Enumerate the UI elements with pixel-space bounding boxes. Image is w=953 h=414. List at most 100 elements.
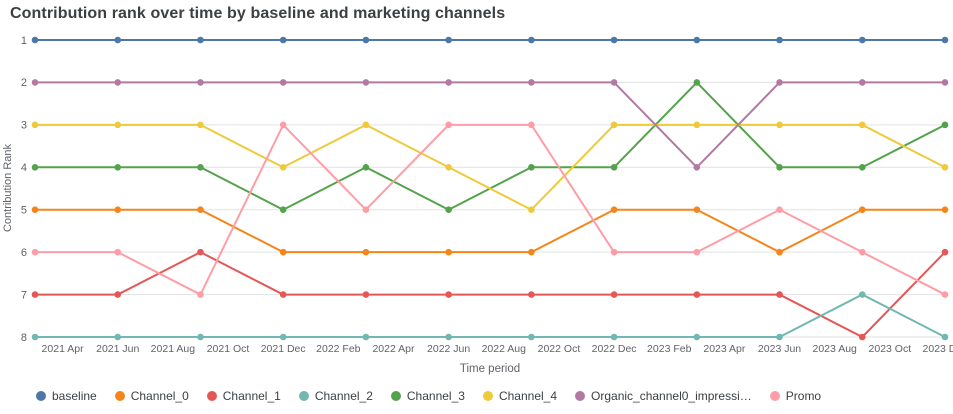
legend-item-channel-4[interactable]: Channel_4 — [482, 389, 557, 403]
series-point-channel-3-6[interactable] — [528, 163, 535, 171]
series-point-channel-3-5[interactable] — [445, 206, 452, 214]
series-point-channel-0-10[interactable] — [858, 206, 866, 214]
series-point-channel-3-8[interactable] — [693, 79, 701, 86]
series-point-baseline-3[interactable] — [279, 36, 287, 44]
series-point-channel-4-9[interactable] — [776, 121, 783, 129]
series-point-promo-2[interactable] — [197, 291, 204, 298]
series-point-channel-3-4[interactable] — [362, 163, 370, 171]
series-point-channel-3-1[interactable] — [114, 163, 122, 171]
series-point-channel-1-11[interactable] — [941, 248, 949, 256]
series-point-organic-channel0-impressi-6[interactable] — [528, 79, 535, 86]
series-point-baseline-5[interactable] — [445, 36, 452, 44]
series-point-channel-4-5[interactable] — [445, 163, 452, 171]
series-point-baseline-8[interactable] — [693, 36, 701, 44]
series-point-channel-3-11[interactable] — [941, 121, 949, 129]
series-point-organic-channel0-impressi-8[interactable] — [693, 163, 701, 171]
series-point-promo-7[interactable] — [610, 248, 618, 256]
series-point-promo-5[interactable] — [445, 121, 452, 129]
legend-item-channel-0[interactable]: Channel_0 — [114, 389, 189, 403]
series-point-organic-channel0-impressi-0[interactable] — [31, 79, 39, 86]
series-point-channel-4-2[interactable] — [197, 121, 204, 129]
series-point-organic-channel0-impressi-2[interactable] — [197, 79, 204, 86]
series-point-channel-0-4[interactable] — [362, 248, 370, 256]
series-point-channel-4-7[interactable] — [610, 121, 618, 129]
series-point-channel-4-4[interactable] — [362, 121, 370, 129]
series-point-baseline-4[interactable] — [362, 36, 370, 44]
series-point-baseline-7[interactable] — [610, 36, 618, 44]
series-point-channel-3-7[interactable] — [610, 163, 618, 171]
series-point-promo-6[interactable] — [528, 121, 535, 129]
series-point-channel-2-0[interactable] — [31, 333, 39, 341]
series-point-channel-0-11[interactable] — [941, 206, 949, 214]
series-point-channel-0-0[interactable] — [31, 206, 39, 214]
series-point-channel-2-8[interactable] — [693, 333, 701, 341]
series-point-promo-9[interactable] — [776, 206, 783, 214]
series-point-channel-1-10[interactable] — [858, 333, 866, 341]
series-point-channel-4-3[interactable] — [279, 163, 287, 171]
series-point-channel-3-3[interactable] — [279, 206, 287, 214]
series-point-organic-channel0-impressi-7[interactable] — [610, 79, 618, 86]
legend-item-promo[interactable]: Promo — [769, 389, 821, 403]
series-point-channel-1-3[interactable] — [279, 291, 287, 298]
series-point-channel-0-9[interactable] — [776, 248, 783, 256]
series-point-baseline-1[interactable] — [114, 36, 122, 44]
legend-item-organic-channel0-impressi[interactable]: Organic_channel0_impressi… — [575, 389, 752, 403]
legend-item-channel-1[interactable]: Channel_1 — [206, 389, 281, 403]
series-point-channel-1-9[interactable] — [776, 291, 783, 298]
series-point-baseline-6[interactable] — [528, 36, 535, 44]
series-point-channel-1-6[interactable] — [528, 291, 535, 298]
series-point-promo-0[interactable] — [31, 248, 39, 256]
series-point-baseline-0[interactable] — [31, 36, 39, 44]
series-point-channel-2-2[interactable] — [197, 333, 204, 341]
series-point-channel-2-10[interactable] — [858, 291, 866, 298]
series-point-promo-1[interactable] — [114, 248, 122, 256]
series-point-channel-3-2[interactable] — [197, 163, 204, 171]
series-point-channel-0-6[interactable] — [528, 248, 535, 256]
series-point-organic-channel0-impressi-9[interactable] — [776, 79, 783, 86]
series-point-promo-10[interactable] — [858, 248, 866, 256]
series-point-channel-0-8[interactable] — [693, 206, 701, 214]
series-point-organic-channel0-impressi-3[interactable] — [279, 79, 287, 86]
series-point-channel-2-1[interactable] — [114, 333, 122, 341]
series-point-channel-2-6[interactable] — [528, 333, 535, 341]
series-point-channel-3-0[interactable] — [31, 163, 39, 171]
legend-item-channel-3[interactable]: Channel_3 — [390, 389, 465, 403]
series-point-channel-2-5[interactable] — [445, 333, 452, 341]
series-point-channel-0-2[interactable] — [197, 206, 204, 214]
series-point-channel-1-4[interactable] — [362, 291, 370, 298]
series-point-channel-4-0[interactable] — [31, 121, 39, 129]
legend-item-baseline[interactable]: baseline — [36, 389, 97, 403]
series-point-channel-2-4[interactable] — [362, 333, 370, 341]
series-point-promo-3[interactable] — [279, 121, 287, 129]
series-point-channel-2-7[interactable] — [610, 333, 618, 341]
series-point-channel-2-9[interactable] — [776, 333, 783, 341]
series-point-channel-2-11[interactable] — [941, 333, 949, 341]
series-point-organic-channel0-impressi-1[interactable] — [114, 79, 122, 86]
series-point-promo-11[interactable] — [941, 291, 949, 298]
series-point-channel-0-7[interactable] — [610, 206, 618, 214]
series-point-baseline-11[interactable] — [941, 36, 949, 44]
series-point-channel-4-11[interactable] — [941, 163, 949, 171]
series-point-organic-channel0-impressi-10[interactable] — [858, 79, 866, 86]
series-point-channel-4-6[interactable] — [528, 206, 535, 214]
series-point-channel-1-1[interactable] — [114, 291, 122, 298]
series-point-organic-channel0-impressi-11[interactable] — [941, 79, 949, 86]
series-point-channel-2-3[interactable] — [279, 333, 287, 341]
series-point-channel-1-7[interactable] — [610, 291, 618, 298]
series-point-channel-1-5[interactable] — [445, 291, 452, 298]
series-point-channel-0-5[interactable] — [445, 248, 452, 256]
series-point-channel-3-10[interactable] — [858, 163, 866, 171]
series-point-channel-1-8[interactable] — [693, 291, 701, 298]
series-point-channel-1-2[interactable] — [197, 248, 204, 256]
series-point-organic-channel0-impressi-5[interactable] — [445, 79, 452, 86]
series-point-promo-4[interactable] — [362, 206, 370, 214]
series-point-baseline-9[interactable] — [776, 36, 783, 44]
series-point-baseline-10[interactable] — [858, 36, 866, 44]
series-point-baseline-2[interactable] — [197, 36, 204, 44]
series-point-channel-4-1[interactable] — [114, 121, 122, 129]
series-point-channel-1-0[interactable] — [31, 291, 39, 298]
series-point-channel-0-1[interactable] — [114, 206, 122, 214]
series-point-promo-8[interactable] — [693, 248, 701, 256]
series-point-channel-4-10[interactable] — [858, 121, 866, 129]
series-point-channel-3-9[interactable] — [776, 163, 783, 171]
